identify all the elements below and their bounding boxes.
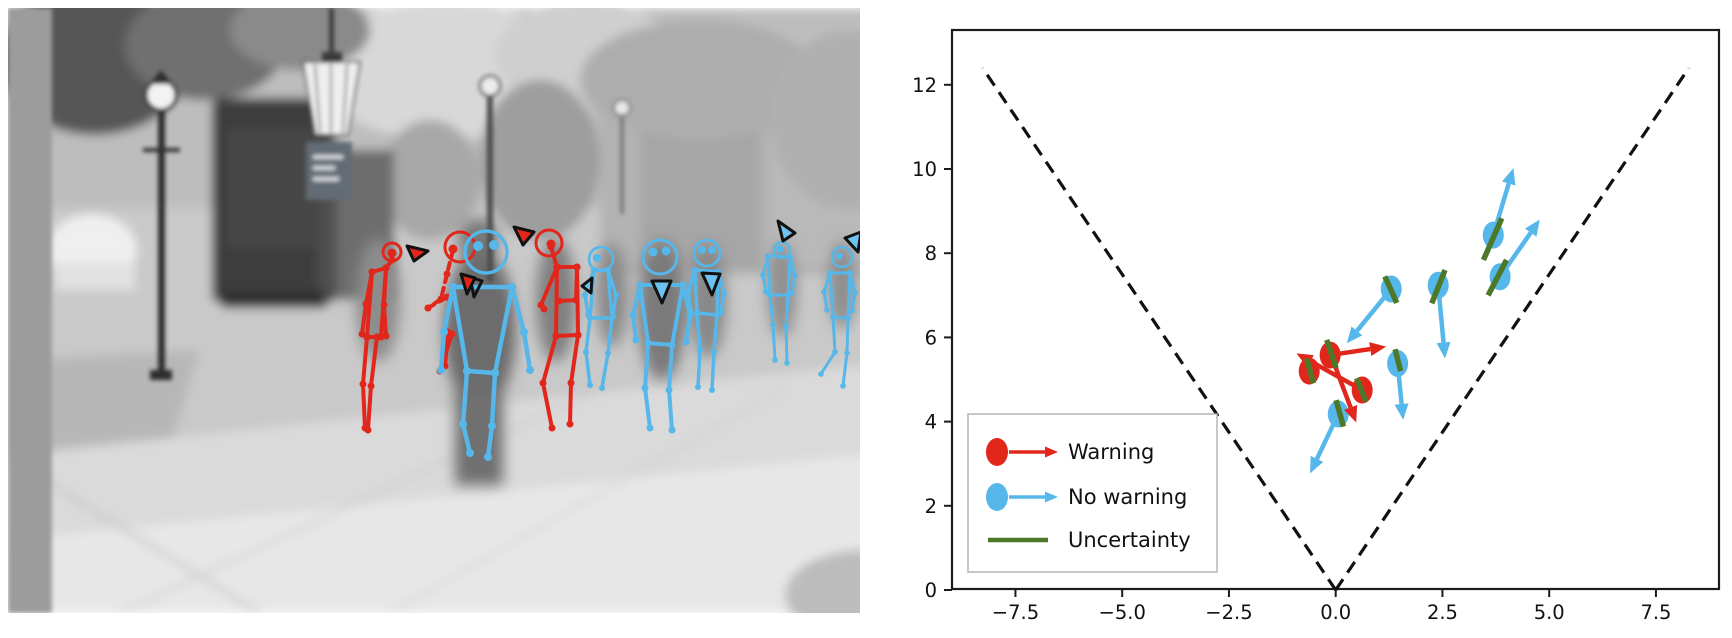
axes-ticks: −7.5 −5.0 −2.5 0.0 2.5 5.0 7.5 0 2 4 6 8 10 12 (912, 74, 1671, 624)
uncertainty-bar (1304, 357, 1317, 385)
uncertainty-bar (1485, 258, 1509, 297)
heading-triangles (405, 219, 863, 305)
street-scene-panel (8, 8, 912, 613)
pose-skeletons (358, 228, 858, 461)
uncertainty-bars (1304, 217, 1509, 428)
x-axis-tick-label: −7.5 (992, 601, 1039, 624)
uncertainty-bar (1392, 348, 1404, 372)
y-axis-tick-label: 6 (925, 326, 937, 349)
x-axis-tick-label: 2.5 (1427, 601, 1458, 624)
legend-label: Warning (1068, 440, 1154, 464)
decision-boundary-lines (981, 67, 1691, 591)
blue-skeleton-4 (760, 240, 798, 366)
street-scene-image (8, 8, 912, 613)
uncertainty-bar (1324, 339, 1339, 370)
y-axis-tick-label: 8 (925, 242, 937, 265)
blue-skeleton-2 (629, 238, 694, 434)
heading-blue-4 (776, 219, 797, 243)
red-skeleton-right (534, 228, 582, 432)
blue-skeleton-5 (818, 245, 858, 389)
x-axis-tick-label: −5.0 (1099, 601, 1146, 624)
blue-skeleton-big (437, 229, 534, 461)
x-axis-tick-label: 5.0 (1534, 601, 1565, 624)
y-axis-tick-label: 4 (925, 411, 937, 434)
legend-entry-no-warning: No warning (986, 483, 1187, 511)
legend: Warning No warning Uncertainty (967, 413, 1218, 573)
blue-skeleton-3 (685, 238, 727, 393)
heading-blue-2 (650, 279, 673, 305)
prediction-chart-panel: −7.5 −5.0 −2.5 0.0 2.5 5.0 7.5 0 2 4 6 8 10 12 Warning… (860, 0, 1732, 638)
heading-blue-3 (700, 271, 722, 297)
legend-label: No warning (1068, 485, 1187, 509)
heading-red-3 (459, 272, 477, 296)
x-axis-tick-label: 7.5 (1640, 601, 1671, 624)
uncertainty-bar (1480, 217, 1505, 262)
x-axis-tick-label: 0.0 (1320, 601, 1351, 624)
uncertainty-bar (1354, 377, 1369, 403)
x-axis-tick-label: −2.5 (1205, 601, 1252, 624)
y-axis-tick-label: 2 (925, 495, 937, 518)
uncertainty-bar (1429, 269, 1448, 305)
heading-red-1 (405, 244, 430, 263)
prediction-scatter-chart: −7.5 −5.0 −2.5 0.0 2.5 5.0 7.5 0 2 4 6 8 10 12 Warning… (860, 0, 1732, 638)
uncertainty-bar (1382, 275, 1400, 305)
legend-label: Uncertainty (1068, 528, 1191, 552)
y-axis-tick-label: 10 (912, 158, 937, 181)
y-axis-tick-label: 0 (925, 579, 937, 602)
heading-blue-1 (580, 276, 594, 295)
red-skeleton-left (358, 241, 403, 434)
y-axis-tick-label: 12 (912, 74, 937, 97)
heading-red-2 (512, 225, 536, 247)
legend-entry-warning: Warning (986, 438, 1154, 466)
heading-blue-5 (843, 230, 863, 254)
legend-entry-uncertainty: Uncertainty (988, 528, 1191, 552)
uncertainty-bar (1333, 399, 1347, 428)
